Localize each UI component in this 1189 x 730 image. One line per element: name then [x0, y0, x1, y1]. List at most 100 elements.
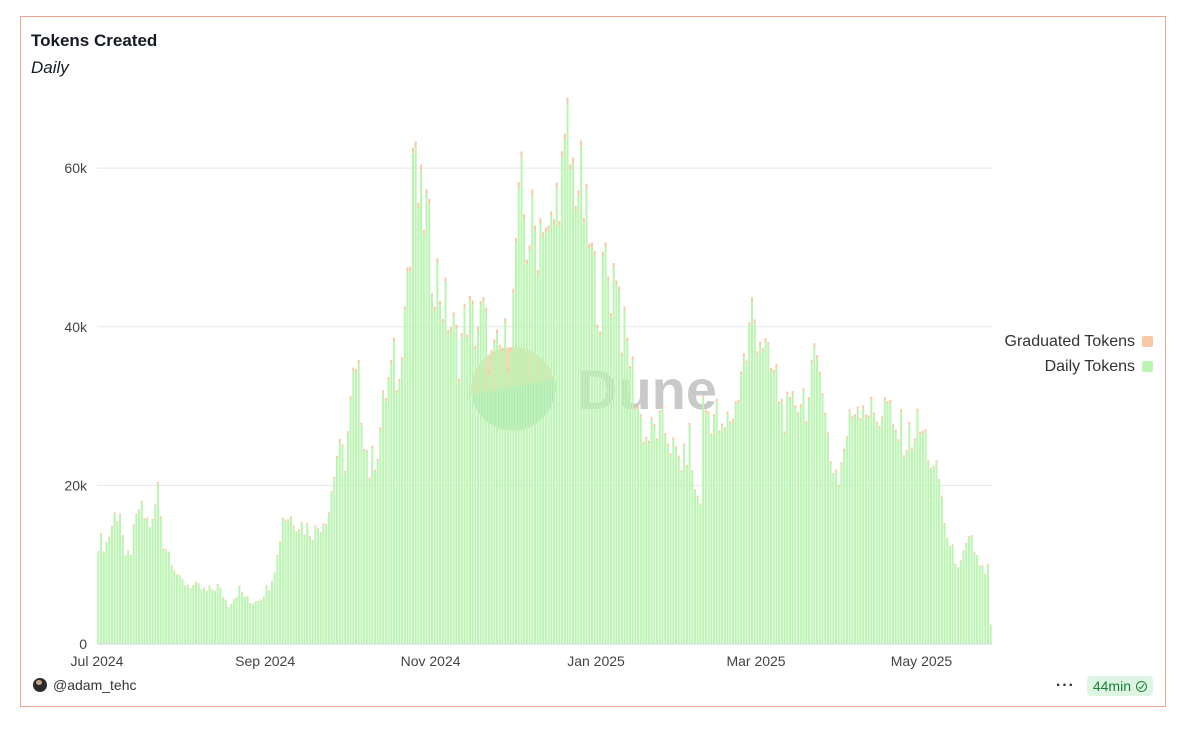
daily-bar	[967, 537, 970, 644]
graduated-bar	[338, 438, 341, 442]
daily-bar	[970, 536, 973, 644]
graduated-bar	[696, 495, 699, 498]
graduated-bar	[303, 534, 306, 537]
graduated-bar	[506, 368, 509, 372]
daily-bar	[656, 440, 659, 644]
daily-bar	[623, 310, 626, 644]
graduated-bar	[921, 431, 924, 434]
graduated-bar	[599, 331, 602, 336]
graduated-bar	[515, 237, 518, 243]
graduated-bar	[873, 412, 876, 416]
author-credit[interactable]: @adam_tehc	[33, 677, 136, 693]
graduated-bar	[935, 460, 938, 463]
graduated-bar	[892, 424, 895, 427]
daily-bar	[523, 218, 526, 644]
graduated-bar	[110, 525, 113, 528]
more-options-button[interactable]: ···	[1055, 677, 1075, 694]
graduated-bar	[520, 151, 523, 158]
daily-bar	[262, 597, 265, 644]
daily-bar	[270, 581, 273, 644]
graduated-bar	[666, 443, 669, 446]
graduated-bar	[970, 535, 973, 537]
graduated-bar	[344, 470, 347, 474]
daily-bar	[384, 401, 387, 644]
daily-bar	[726, 414, 729, 644]
daily-bar	[284, 521, 287, 644]
legend-item-graduated[interactable]: Graduated Tokens	[1005, 329, 1153, 354]
graduated-bar	[129, 554, 132, 557]
graduated-bar	[449, 327, 452, 331]
daily-bar	[639, 416, 642, 644]
graduated-bar	[325, 524, 328, 526]
graduated-bar	[132, 524, 135, 526]
graduated-bar	[284, 519, 287, 522]
legend-item-daily[interactable]: Daily Tokens	[1005, 354, 1153, 379]
daily-bar	[710, 436, 713, 644]
daily-bar	[219, 588, 222, 644]
daily-bar	[634, 410, 637, 644]
chart-legend: Graduated Tokens Daily Tokens	[1005, 329, 1153, 379]
daily-bar	[460, 336, 463, 644]
daily-bar	[688, 425, 691, 644]
daily-bar	[685, 466, 688, 644]
graduated-bar	[582, 217, 585, 223]
graduated-bar	[246, 596, 249, 597]
graduated-bar	[319, 532, 322, 534]
refresh-status-badge[interactable]: 44min	[1086, 676, 1153, 696]
graduated-bar	[620, 352, 623, 357]
daily-bar	[764, 341, 767, 644]
daily-bar	[192, 585, 195, 644]
daily-bar	[750, 301, 753, 644]
daily-bar	[485, 311, 488, 644]
daily-bar	[260, 600, 263, 644]
y-tick-label: 0	[79, 636, 87, 652]
daily-bar	[341, 446, 344, 644]
daily-bar	[837, 486, 840, 644]
daily-bar	[948, 547, 951, 644]
daily-bar	[138, 510, 141, 644]
daily-bar	[439, 305, 442, 644]
daily-bar	[382, 393, 385, 644]
daily-bar	[124, 556, 127, 644]
graduated-bar	[287, 519, 290, 521]
graduated-bar	[143, 518, 146, 520]
graduated-bar	[932, 465, 935, 468]
daily-bar	[946, 539, 949, 644]
graduated-bar	[176, 574, 179, 576]
graduated-bar	[289, 516, 292, 518]
graduated-bar	[262, 596, 265, 598]
daily-bar	[984, 574, 987, 644]
daily-bar	[924, 431, 927, 644]
daily-bar	[791, 394, 794, 644]
daily-bar	[824, 415, 827, 644]
daily-bar	[428, 204, 431, 644]
daily-bar	[330, 492, 333, 644]
graduated-bar	[411, 147, 414, 154]
daily-bar	[100, 534, 103, 644]
graduated-bar	[192, 584, 195, 586]
graduated-bar	[753, 319, 756, 324]
daily-bar	[390, 363, 393, 644]
daily-bar	[921, 433, 924, 644]
graduated-bar	[365, 450, 368, 453]
graduated-bar	[493, 339, 496, 344]
graduated-bar	[395, 390, 398, 394]
graduated-bar	[523, 213, 526, 219]
graduated-bar	[468, 296, 471, 301]
daily-bar	[154, 506, 157, 644]
daily-bar	[647, 442, 650, 644]
daily-bar	[203, 588, 206, 644]
daily-bar	[694, 491, 697, 644]
daily-bar	[200, 590, 203, 644]
daily-bar	[433, 310, 436, 644]
daily-bar	[515, 242, 518, 644]
daily-bar	[281, 519, 284, 644]
daily-bar	[534, 230, 537, 645]
daily-bar	[919, 434, 922, 644]
graduated-bar	[479, 301, 482, 306]
graduated-bar	[308, 535, 311, 538]
daily-bar	[818, 374, 821, 644]
graduated-bar	[590, 242, 593, 248]
daily-bar	[799, 406, 802, 644]
daily-bar	[436, 262, 439, 644]
